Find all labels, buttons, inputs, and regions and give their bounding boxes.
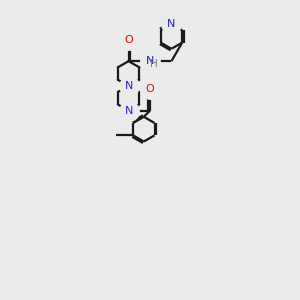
Text: N: N (167, 19, 176, 29)
Text: O: O (146, 84, 154, 94)
Text: H: H (150, 59, 158, 69)
Text: N: N (124, 81, 133, 91)
Text: N: N (124, 106, 133, 116)
Text: O: O (124, 35, 133, 45)
Text: N: N (146, 56, 154, 66)
